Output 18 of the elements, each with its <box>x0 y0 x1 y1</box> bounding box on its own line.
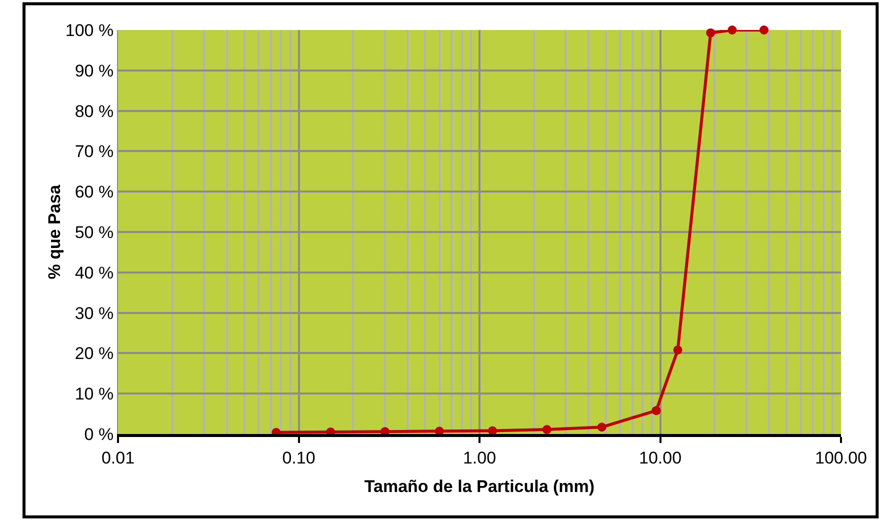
y-tick-label: 10 % <box>74 384 114 404</box>
x-tick-label: 1.00 <box>462 448 496 468</box>
y-axis-title: % que Pasa <box>44 184 64 280</box>
y-tick-label: 40 % <box>74 263 114 282</box>
y-tick-label: 70 % <box>74 142 114 162</box>
y-tick-label: 20 % <box>74 344 114 364</box>
y-tick-label: 100 % <box>65 20 114 40</box>
y-tick-label: 50 % <box>74 222 114 242</box>
y-tick-label: 60 % <box>74 182 114 202</box>
x-tick-label: 0.01 <box>101 448 135 468</box>
y-tick-label: 80 % <box>74 102 114 121</box>
x-tick-label: 100.00 <box>815 448 867 468</box>
x-axis-title: Tamaño de la Particula (mm) <box>364 476 595 496</box>
x-tick-label: 0.10 <box>282 448 316 468</box>
x-tick-label: 10.00 <box>638 448 682 468</box>
y-tick-label: 90 % <box>74 61 114 80</box>
y-tick-label: 0 % <box>84 424 114 444</box>
y-tick-label: 30 % <box>74 304 114 323</box>
